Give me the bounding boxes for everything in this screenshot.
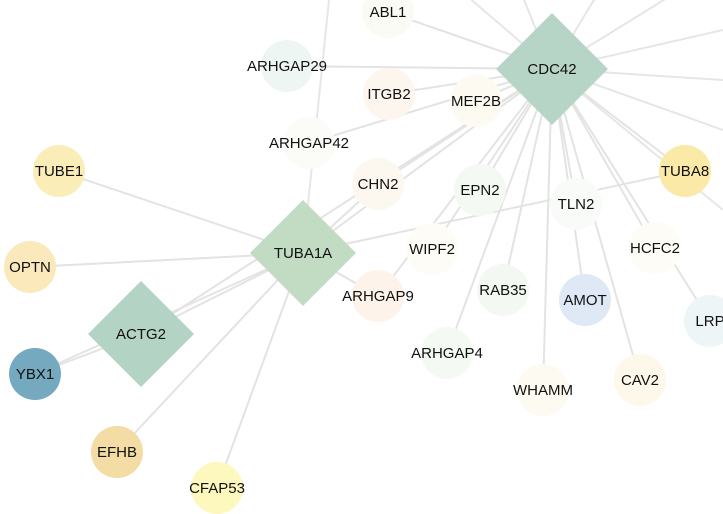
node-tube1[interactable] bbox=[33, 145, 85, 197]
node-amot[interactable] bbox=[559, 274, 611, 326]
node-wipf2[interactable] bbox=[406, 223, 458, 275]
node-lrp[interactable] bbox=[684, 295, 723, 347]
node-label-ybx1: YBX1 bbox=[16, 366, 54, 383]
edge-tuba1a-efhb bbox=[116, 252, 304, 453]
node-label-efhb: EFHB bbox=[97, 444, 137, 461]
node-cfap53[interactable] bbox=[191, 462, 243, 514]
node-label-cdc42: CDC42 bbox=[527, 61, 576, 78]
node-label-arhgap9: ARHGAP9 bbox=[342, 288, 414, 305]
hub-actg2[interactable] bbox=[88, 281, 194, 387]
node-label-lrp: LRP bbox=[695, 313, 723, 330]
node-label-tuba1a: TUBA1A bbox=[274, 245, 332, 262]
node-label-whamm: WHAMM bbox=[513, 382, 573, 399]
node-arhgap29[interactable] bbox=[261, 40, 313, 92]
node-label-cav2: CAV2 bbox=[621, 372, 659, 389]
node-epn2[interactable] bbox=[454, 164, 506, 216]
node-label-wipf2: WIPF2 bbox=[409, 241, 455, 258]
node-rab35[interactable] bbox=[477, 264, 529, 316]
hub-tuba1a[interactable] bbox=[250, 200, 356, 306]
node-label-optn: OPTN bbox=[9, 259, 51, 276]
node-abl1[interactable] bbox=[362, 0, 414, 38]
node-label-arhgap42: ARHGAP42 bbox=[269, 135, 349, 152]
node-whamm[interactable] bbox=[517, 364, 569, 416]
node-label-rab35: RAB35 bbox=[479, 282, 527, 299]
node-label-hcfc2: HCFC2 bbox=[630, 240, 680, 257]
node-label-chn2: CHN2 bbox=[358, 176, 399, 193]
node-label-tube1: TUBE1 bbox=[35, 163, 83, 180]
node-chn2[interactable] bbox=[352, 158, 404, 210]
node-hcfc2[interactable] bbox=[629, 222, 681, 274]
node-label-cfap53: CFAP53 bbox=[189, 480, 245, 497]
node-cav2[interactable] bbox=[614, 354, 666, 406]
node-ybx1[interactable] bbox=[9, 348, 61, 400]
edge-cdc42-cav2 bbox=[551, 68, 641, 381]
hub-cdc42[interactable] bbox=[496, 13, 608, 125]
node-label-actg2: ACTG2 bbox=[116, 326, 166, 343]
node-label-tuba8: TUBA8 bbox=[661, 163, 709, 180]
node-arhgap9[interactable] bbox=[352, 270, 404, 322]
node-label-itgb2: ITGB2 bbox=[367, 86, 410, 103]
edge-cdc42-tuba1a bbox=[302, 68, 553, 254]
edge-tuba1a-tuba8 bbox=[302, 170, 686, 254]
nodes-layer bbox=[4, 0, 723, 514]
node-tln2[interactable] bbox=[550, 178, 602, 230]
labels-layer: ABL1 ARHGAP29 ITGB2 MEF2B ARHGAP42 TUBE1 CHN2 E… bbox=[9, 4, 723, 497]
node-label-tln2: TLN2 bbox=[558, 196, 595, 213]
node-label-abl1: ABL1 bbox=[370, 4, 407, 21]
edge-tuba1a-cfap53 bbox=[216, 252, 304, 489]
node-mef2b[interactable] bbox=[450, 75, 502, 127]
node-itgb2[interactable] bbox=[363, 68, 415, 120]
edge-tuba1a-tube1 bbox=[58, 170, 304, 254]
node-label-epn2: EPN2 bbox=[460, 182, 499, 199]
node-label-arhgap4: ARHGAP4 bbox=[411, 345, 483, 362]
node-arhgap4[interactable] bbox=[421, 327, 473, 379]
node-label-arhgap29: ARHGAP29 bbox=[247, 58, 327, 75]
node-arhgap42[interactable] bbox=[283, 117, 335, 169]
edge-cdc42-lrp bbox=[551, 68, 711, 322]
node-label-mef2b: MEF2B bbox=[451, 93, 501, 110]
node-label-amot: AMOT bbox=[563, 292, 606, 309]
node-optn[interactable] bbox=[4, 241, 56, 293]
node-efhb[interactable] bbox=[91, 426, 143, 478]
node-tuba8[interactable] bbox=[659, 145, 711, 197]
